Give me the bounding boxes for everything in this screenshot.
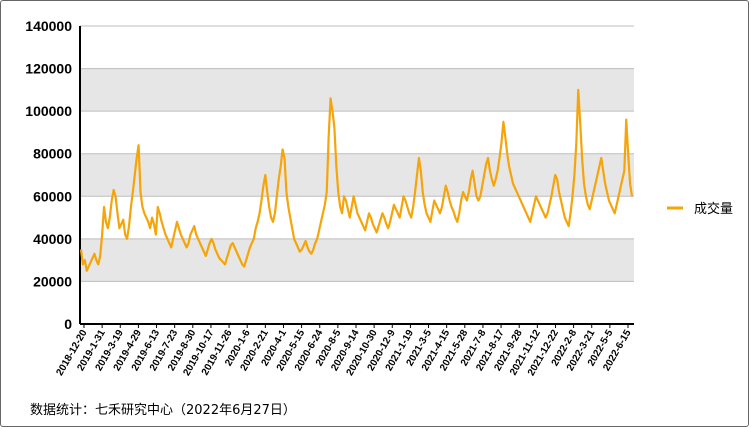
legend-label: 成交量 xyxy=(694,201,733,217)
x-axis-ticks: 2018-12-202019-1-312019-3-192019-4-29201… xyxy=(54,324,634,378)
y-tick-label: 140000 xyxy=(25,18,72,34)
grid-band xyxy=(80,238,634,282)
y-tick-label: 60000 xyxy=(33,188,72,204)
y-tick-label: 100000 xyxy=(25,103,72,119)
axes xyxy=(79,26,634,325)
source-note: 数据统计：七禾研究中心（2022年6月27日） xyxy=(30,403,296,418)
grid-bands xyxy=(80,68,634,282)
y-tick-label: 40000 xyxy=(33,231,72,247)
grid-band xyxy=(80,68,634,112)
y-axis-ticks: 0 20000 40000 60000 80000 100000 120000 140000 xyxy=(25,18,72,332)
y-tick-label: 120000 xyxy=(25,61,72,77)
y-tick-label: 20000 xyxy=(33,273,72,289)
series-layer xyxy=(79,88,634,272)
grid-band xyxy=(80,153,634,197)
legend: 成交量 xyxy=(667,201,733,217)
y-tick-label: 80000 xyxy=(33,146,72,162)
series-line xyxy=(79,88,634,272)
y-tick-label: 0 xyxy=(64,316,72,332)
